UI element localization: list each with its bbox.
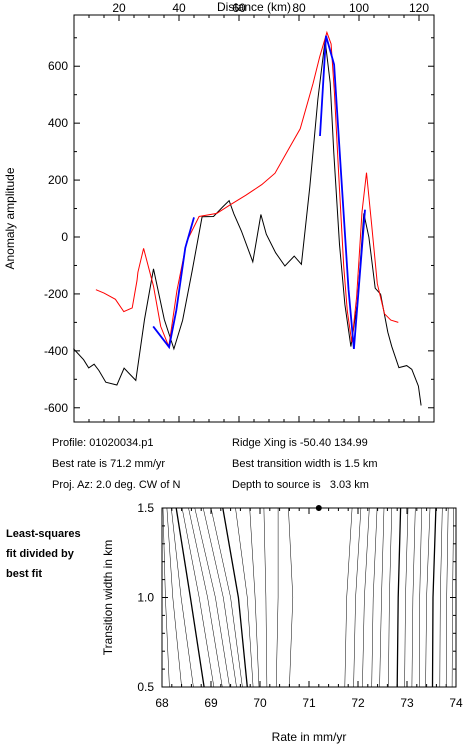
x-tick-label: 71	[302, 696, 316, 710]
y-axis-title: Transition width in km	[101, 540, 115, 656]
y-tick-label: -600	[44, 401, 68, 415]
contour-line	[411, 507, 416, 688]
contour-plot-frame	[161, 507, 457, 688]
contour-line	[353, 507, 362, 688]
best-fit-point	[315, 505, 322, 511]
x-tick-label: 20	[112, 1, 126, 15]
y-tick-label: -200	[44, 287, 68, 301]
contour-line	[419, 507, 422, 687]
x-axis-title: Distance (km)	[217, 0, 291, 14]
contour-line	[388, 507, 393, 688]
depth-to-source-label: Depth to source is 3.03 km	[232, 479, 369, 491]
y-tick-label: 400	[48, 116, 68, 130]
contour-line	[404, 507, 409, 688]
contour-line	[344, 507, 353, 688]
model-profile-line	[95, 30, 399, 349]
observed-profile-line	[73, 40, 422, 406]
ridge-crossing-label: Ridge Xing is -50.40 134.99	[232, 437, 368, 449]
contour-line	[362, 507, 370, 688]
contour-line	[431, 507, 437, 688]
y-tick-label: 600	[48, 59, 68, 73]
contour-line	[396, 507, 402, 688]
profile-label: Profile: 01020034.p1	[52, 437, 154, 449]
contour-line	[445, 507, 449, 688]
y-tick-label: -400	[44, 344, 68, 358]
contour-line	[166, 507, 182, 688]
contour-line	[181, 507, 215, 688]
x-tick-label: 70	[253, 696, 267, 710]
contour-line	[288, 507, 294, 688]
best-transition-label: Best transition width is 1.5 km	[232, 458, 378, 470]
contour-line	[171, 507, 194, 688]
x-tick-label: 72	[351, 696, 365, 710]
side-caption-line-1: Least-squares	[6, 528, 81, 540]
contour-line	[275, 508, 279, 688]
fit-window-line	[152, 217, 195, 350]
side-caption-line-3: best fit	[6, 568, 43, 580]
contour-line	[194, 507, 230, 688]
profile-chart: 20 40 60 80 100 120 -600 -400 -200 0 200 400 600 Dist…	[3, 0, 435, 423]
x-tick-label: 74	[449, 696, 463, 710]
x-tick-label: 120	[409, 1, 429, 15]
x-tick-label: 40	[172, 1, 186, 15]
side-caption: Least-squares fit divided by best fit	[6, 524, 106, 584]
y-tick-label: 0.5	[137, 680, 154, 694]
y-tick-label: 200	[48, 173, 68, 187]
y-tick-label: 1.5	[137, 501, 154, 515]
y-axis-title: Anomaly amplitude	[3, 167, 17, 269]
contour-line	[263, 507, 268, 688]
x-tick-label: 69	[204, 696, 218, 710]
profile-plot-frame	[73, 14, 435, 423]
x-axis-title: Rate in mm/yr	[272, 730, 347, 744]
y-tick-label: 1.0	[137, 591, 154, 605]
x-tick-label: 100	[349, 1, 369, 15]
x-tick-label: 60	[232, 1, 246, 15]
contour-line	[202, 507, 237, 688]
contour-line	[210, 507, 243, 688]
contour-line	[425, 507, 431, 688]
x-tick-label: 80	[292, 1, 306, 15]
side-caption-line-2: fit divided by	[6, 548, 74, 560]
contour-line	[249, 507, 260, 688]
x-tick-label: 73	[400, 696, 414, 710]
contour-line	[175, 507, 205, 688]
contour-line	[379, 507, 385, 688]
contour-line	[222, 507, 248, 688]
fit-window-line	[319, 35, 366, 349]
x-tick-label: 68	[155, 696, 169, 710]
y-tick-label: 0	[61, 230, 68, 244]
contour-line	[371, 507, 378, 688]
misfit-contour-chart: 68 69 70 71 72 73 74 0.5 1.0 1.5 Rate in mm/yr Tran…	[101, 501, 463, 744]
projection-azimuth-label: Proj. Az: 2.0 deg. CW of N	[52, 479, 181, 491]
contour-line	[235, 507, 254, 688]
contour-line	[439, 507, 443, 688]
contour-line	[188, 507, 223, 688]
best-rate-label: Best rate is 71.2 mm/yr	[52, 458, 166, 470]
